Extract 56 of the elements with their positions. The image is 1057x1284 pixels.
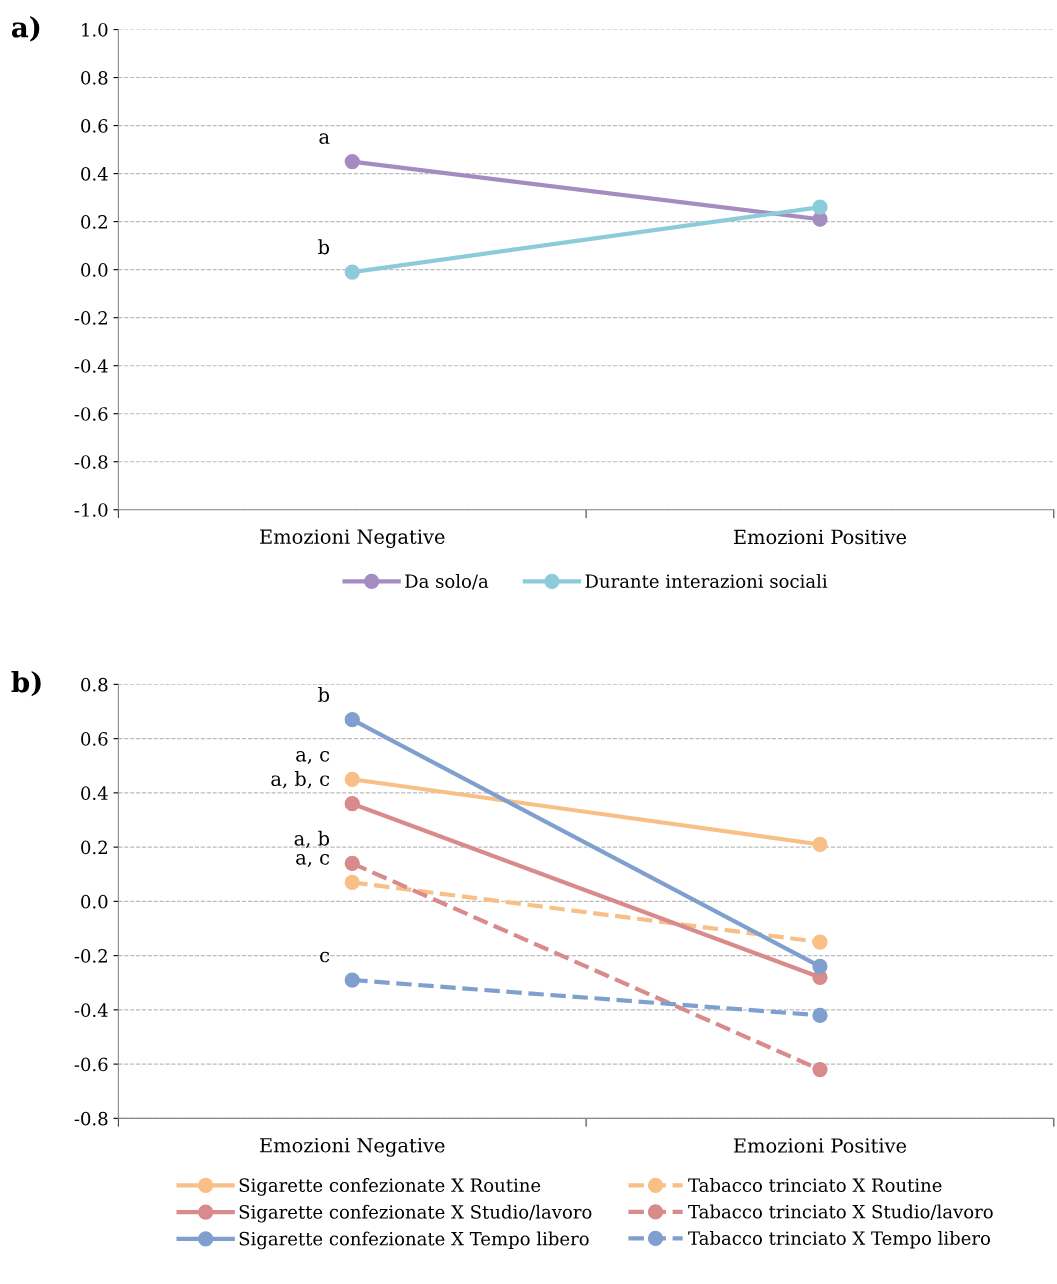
- y-tick-label: -0.6: [74, 407, 108, 421]
- legend-label: Sigarette confezionate X Routine: [239, 1178, 541, 1196]
- y-tick-label: 0.4: [81, 167, 108, 181]
- legend-label: Durante interazioni sociali: [585, 574, 828, 588]
- legend-label: Da solo/a: [405, 574, 489, 590]
- y-tick-label: 0.0: [81, 263, 108, 277]
- y-tick-label: 0.2: [81, 215, 107, 229]
- y-tick-label: 0.8: [81, 677, 108, 692]
- point: [812, 1007, 828, 1023]
- y-tick-label: -0.2: [74, 949, 107, 963]
- annotation: a, b, c: [271, 771, 330, 789]
- y-tick-label: -1.0: [74, 503, 108, 517]
- point: [812, 199, 828, 215]
- annotation: b: [318, 686, 330, 702]
- point: [344, 972, 360, 988]
- y-tick-label: 0.8: [81, 71, 108, 85]
- y-tick-label: 0.0: [81, 894, 108, 909]
- y-tick-label: 0.4: [81, 786, 108, 800]
- point: [812, 958, 828, 975]
- y-tick-label: -0.8: [74, 455, 108, 469]
- y-tick-label: 0.6: [81, 119, 108, 133]
- legend-label: Sigarette confezionate X Studio/lavoro: [239, 1204, 592, 1223]
- point: [344, 796, 360, 812]
- point: [344, 711, 360, 728]
- point: [344, 153, 360, 170]
- y-tick-label: -0.4: [74, 359, 108, 373]
- point: [812, 836, 828, 853]
- x-tick-label: Emozioni Positive: [733, 529, 907, 545]
- chart-title: a): [11, 16, 40, 42]
- x-tick-label: Emozioni Negative: [260, 1138, 445, 1157]
- annotation: b: [318, 239, 330, 255]
- legend-label: Tabacco trinciato X Studio/lavoro: [688, 1204, 993, 1220]
- annotation: a: [319, 133, 330, 144]
- y-tick-label: -0.8: [74, 1111, 108, 1126]
- x-tick-label: Emozioni Positive: [733, 1138, 907, 1153]
- point: [344, 855, 360, 872]
- y-tick-label: -0.2: [74, 311, 107, 325]
- annotation: a, b: [294, 830, 330, 849]
- y-tick-label: 0.6: [81, 732, 108, 746]
- y-tick-label: -0.4: [74, 1003, 108, 1017]
- y-tick-label: 1.0: [82, 22, 108, 37]
- point: [812, 1061, 828, 1078]
- point: [344, 874, 360, 891]
- point: [344, 771, 360, 787]
- annotation: a, c: [296, 751, 330, 765]
- annotation: a, c: [296, 854, 330, 868]
- annotation: c: [320, 951, 330, 963]
- y-tick-label: 0.2: [81, 840, 107, 855]
- legend-label: Sigarette confezionate X Tempo libero: [239, 1231, 589, 1250]
- legend-label: Tabacco trinciato X Routine: [688, 1178, 942, 1192]
- x-tick-label: Emozioni Negative: [260, 529, 445, 549]
- legend-label: Tabacco trinciato X Tempo libero: [688, 1231, 990, 1249]
- chart-title: b): [11, 670, 41, 697]
- point: [344, 264, 360, 280]
- point: [812, 934, 828, 950]
- y-tick-label: -0.6: [74, 1057, 108, 1072]
